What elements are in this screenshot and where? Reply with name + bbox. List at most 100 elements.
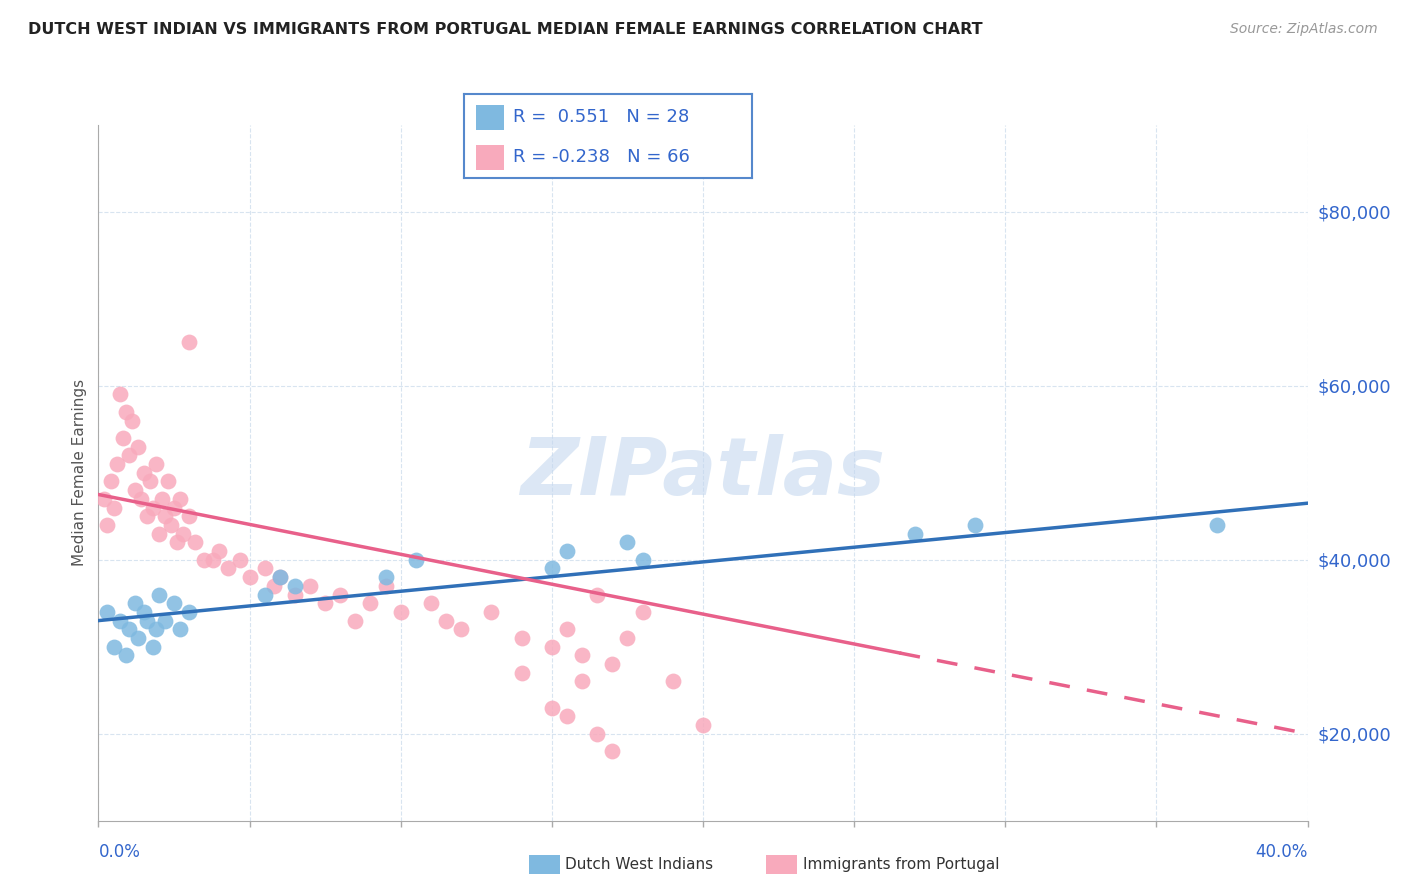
Point <box>177 605 201 619</box>
Point <box>450 623 472 637</box>
Point <box>111 431 134 445</box>
Point <box>150 491 173 506</box>
Text: DUTCH WEST INDIAN VS IMMIGRANTS FROM PORTUGAL MEDIAN FEMALE EARNINGS CORRELATION: DUTCH WEST INDIAN VS IMMIGRANTS FROM POR… <box>28 22 983 37</box>
Point <box>284 588 307 602</box>
Point <box>555 709 578 723</box>
Point <box>217 561 239 575</box>
Bar <box>475 145 505 169</box>
Point <box>142 640 165 654</box>
Point <box>114 648 136 663</box>
Point <box>153 614 176 628</box>
Point <box>374 579 396 593</box>
Point <box>184 535 207 549</box>
Point <box>118 623 141 637</box>
Point <box>193 552 215 567</box>
Point <box>269 570 291 584</box>
Point <box>129 491 152 506</box>
Point <box>108 387 131 401</box>
Point <box>100 475 122 489</box>
Point <box>127 440 149 454</box>
Point <box>148 526 170 541</box>
Bar <box>475 104 505 130</box>
Point <box>145 623 167 637</box>
Point <box>602 744 624 758</box>
Point <box>132 605 155 619</box>
Point <box>263 579 285 593</box>
Point <box>253 561 276 575</box>
Point <box>96 517 118 532</box>
Point <box>142 500 165 515</box>
Point <box>284 579 307 593</box>
Point <box>103 500 125 515</box>
Point <box>135 509 157 524</box>
Point <box>661 674 683 689</box>
Point <box>555 544 578 558</box>
Point <box>540 561 562 575</box>
Point <box>360 596 382 610</box>
Point <box>510 665 533 680</box>
Text: 0.0%: 0.0% <box>98 843 141 861</box>
Point <box>586 588 609 602</box>
Point <box>540 700 562 714</box>
Point <box>616 535 638 549</box>
Point <box>555 623 578 637</box>
Point <box>132 466 155 480</box>
Point <box>692 718 714 732</box>
Point <box>145 457 167 471</box>
Point <box>121 414 143 428</box>
Point <box>571 648 593 663</box>
Point <box>177 509 201 524</box>
Point <box>269 570 291 584</box>
Point <box>229 552 252 567</box>
Point <box>434 614 457 628</box>
Point <box>1206 517 1229 532</box>
Point <box>135 614 157 628</box>
Point <box>93 491 115 506</box>
Point <box>389 605 412 619</box>
Text: Immigrants from Portugal: Immigrants from Portugal <box>803 857 1000 871</box>
Point <box>253 588 276 602</box>
Point <box>118 449 141 463</box>
Point <box>616 631 638 645</box>
Text: R =  0.551   N = 28: R = 0.551 N = 28 <box>513 109 689 127</box>
Point <box>965 517 987 532</box>
Text: Source: ZipAtlas.com: Source: ZipAtlas.com <box>1230 22 1378 37</box>
Point <box>169 491 191 506</box>
Point <box>177 335 201 350</box>
Point <box>586 726 609 740</box>
Text: Dutch West Indians: Dutch West Indians <box>565 857 713 871</box>
Point <box>163 500 186 515</box>
Point <box>105 457 128 471</box>
Point <box>127 631 149 645</box>
Y-axis label: Median Female Earnings: Median Female Earnings <box>72 379 87 566</box>
Point <box>374 570 396 584</box>
Point <box>96 605 118 619</box>
Point <box>405 552 427 567</box>
Point <box>148 588 170 602</box>
Point <box>160 517 183 532</box>
Point <box>344 614 367 628</box>
Point <box>163 596 186 610</box>
Point <box>602 657 624 671</box>
Point <box>904 526 927 541</box>
Point <box>156 475 179 489</box>
Point <box>124 596 146 610</box>
Point <box>299 579 322 593</box>
Point <box>540 640 562 654</box>
Point <box>631 552 654 567</box>
Point <box>208 544 231 558</box>
Point <box>114 405 136 419</box>
Point <box>108 614 131 628</box>
Point <box>139 475 162 489</box>
Point <box>239 570 262 584</box>
Point <box>172 526 194 541</box>
Point <box>169 623 191 637</box>
Point <box>631 605 654 619</box>
Text: ZIPatlas: ZIPatlas <box>520 434 886 512</box>
Point <box>202 552 225 567</box>
Text: 40.0%: 40.0% <box>1256 843 1308 861</box>
Point <box>153 509 176 524</box>
Point <box>124 483 146 498</box>
Text: R = -0.238   N = 66: R = -0.238 N = 66 <box>513 148 690 166</box>
Point <box>103 640 125 654</box>
